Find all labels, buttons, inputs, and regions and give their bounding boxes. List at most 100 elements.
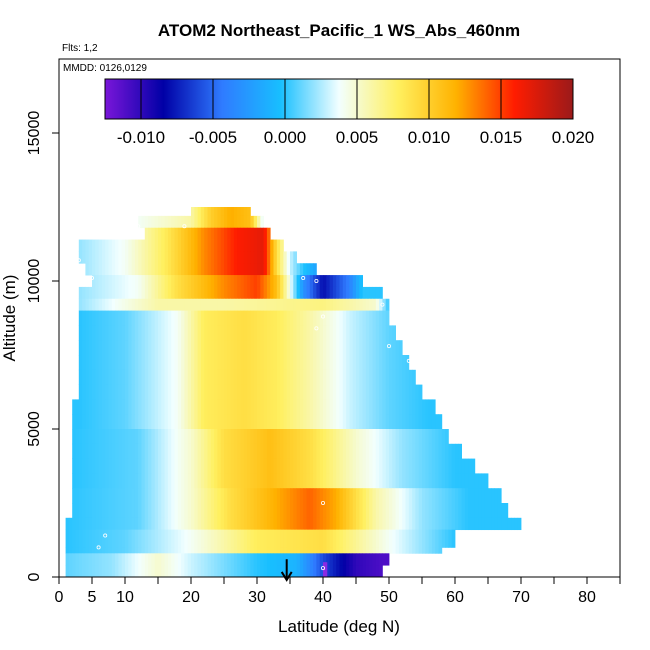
heatmap-cell — [227, 263, 231, 276]
heatmap-cell — [161, 414, 165, 430]
heatmap-cell — [131, 369, 136, 385]
heatmap-cell — [247, 473, 251, 489]
heatmap-cell — [349, 286, 354, 300]
heatmap-cell — [237, 458, 241, 474]
heatmap-cell — [375, 298, 380, 311]
heatmap-cell — [200, 529, 205, 548]
heatmap-cell — [237, 414, 241, 430]
heatmap-cell — [200, 399, 205, 415]
heatmap-cell — [283, 414, 288, 430]
heatmap-cell — [191, 340, 195, 356]
heatmap-cell — [316, 369, 321, 385]
heatmap-cell — [283, 298, 288, 311]
heatmap-cell — [237, 553, 241, 566]
heatmap-cell — [101, 443, 106, 459]
heatmap-cell — [233, 517, 238, 531]
heatmap-cell — [154, 239, 159, 252]
heatmap-cell — [125, 399, 129, 415]
heatmap-cell — [290, 565, 294, 577]
heatmap-cell — [138, 298, 142, 311]
heatmap-cell — [276, 488, 281, 504]
heatmap-cell — [441, 503, 446, 519]
heatmap-cell — [339, 310, 344, 326]
heatmap-cell — [174, 275, 179, 288]
heatmap-cell — [167, 286, 172, 300]
heatmap-cell — [230, 275, 235, 288]
heatmap-cell — [174, 263, 179, 276]
heatmap-cell — [158, 286, 162, 300]
heatmap-cell — [128, 251, 132, 264]
heatmap-cell — [167, 547, 172, 554]
heatmap-cell — [266, 227, 271, 240]
heatmap-cell — [167, 263, 172, 276]
heatmap-cell — [257, 473, 261, 489]
heatmap-cell — [161, 239, 165, 252]
heatmap-cell — [200, 458, 205, 474]
heatmap-cell — [197, 340, 202, 356]
heatmap-cell — [497, 503, 502, 519]
heatmap-cell — [85, 369, 90, 385]
heatmap-cell — [164, 399, 169, 415]
heatmap-cell — [224, 325, 228, 341]
heatmap-cell — [243, 325, 248, 341]
heatmap-cell — [115, 565, 119, 577]
heatmap-cell — [134, 286, 139, 300]
heatmap-cell — [154, 503, 159, 519]
heatmap-cell — [346, 369, 350, 385]
heatmap-cell — [372, 340, 377, 356]
heatmap-cell — [250, 547, 255, 554]
heatmap-cell — [131, 553, 136, 566]
heatmap-cell — [309, 429, 314, 445]
heatmap-cell — [438, 443, 443, 459]
heatmap-cell — [78, 429, 83, 445]
heatmap-cell — [108, 473, 113, 489]
heatmap-cell — [266, 565, 271, 577]
heatmap-cell — [352, 340, 357, 356]
heatmap-cell — [484, 503, 489, 519]
heatmap-cell — [395, 488, 400, 504]
heatmap-cell — [385, 503, 390, 519]
heatmap-cell — [82, 298, 86, 311]
heatmap-cell — [144, 325, 149, 341]
heatmap-cell — [207, 503, 212, 519]
heatmap-cell — [98, 239, 103, 252]
heatmap-cell — [247, 286, 251, 300]
heatmap-cell — [270, 263, 274, 276]
heatmap-cell — [92, 443, 96, 459]
heatmap-cell — [293, 565, 297, 577]
heatmap-cell — [392, 517, 396, 531]
heatmap-cell — [82, 473, 86, 489]
heatmap-cell — [299, 399, 304, 415]
heatmap-cell — [356, 473, 360, 489]
heatmap-cell — [332, 286, 337, 300]
heatmap-cell — [290, 310, 294, 326]
heatmap-cell — [359, 298, 363, 311]
heatmap-cell — [151, 399, 156, 415]
heatmap-cell — [276, 399, 281, 415]
heatmap-cell — [273, 286, 278, 300]
heatmap-cell — [141, 355, 146, 371]
heatmap-cell — [428, 429, 433, 445]
heatmap-cell — [227, 340, 231, 356]
heatmap-cell — [253, 458, 258, 474]
heatmap-cell — [174, 565, 179, 577]
heatmap-cell — [326, 369, 330, 385]
heatmap-cell — [488, 488, 492, 504]
heatmap-cell — [276, 355, 281, 371]
heatmap-cell — [306, 503, 311, 519]
heatmap-cell — [167, 340, 172, 356]
heatmap-cell — [171, 325, 175, 341]
heatmap-cell — [369, 565, 373, 577]
heatmap-cell — [501, 517, 505, 531]
heatmap-cell — [144, 503, 149, 519]
heatmap-cell — [306, 429, 311, 445]
heatmap-cell — [280, 340, 284, 356]
heatmap-cell — [290, 553, 294, 566]
heatmap-cell — [398, 473, 403, 489]
heatmap-cell — [164, 263, 169, 276]
heatmap-cell — [369, 298, 373, 311]
heatmap-cell — [257, 399, 261, 415]
heatmap-cell — [375, 517, 380, 531]
heatmap-cell — [431, 414, 436, 430]
heatmap-cell — [286, 399, 291, 415]
